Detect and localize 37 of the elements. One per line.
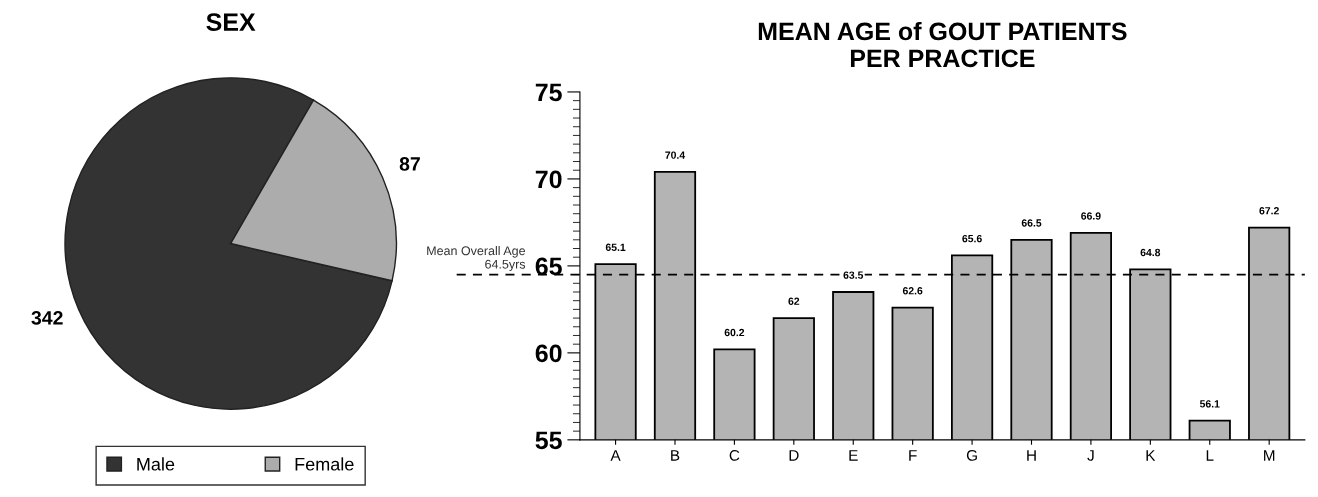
x-tick-label: J	[1087, 450, 1094, 461]
x-tick-label: F	[909, 450, 917, 461]
data-label: 63.5	[843, 271, 864, 279]
legend-label: Female	[295, 457, 354, 471]
data-label: 62.6	[902, 287, 923, 295]
x-tick-label: A	[610, 450, 621, 461]
x-tick-label: E	[849, 450, 858, 461]
y-tick-label: 55	[535, 431, 562, 450]
data-label: 67.2	[1259, 207, 1279, 215]
legend-label: Male	[137, 457, 175, 471]
data-label: 60.2	[724, 328, 745, 337]
data-label: 56.1	[1199, 400, 1220, 408]
data-label: 62	[788, 297, 800, 305]
data-label: 64.8	[1140, 248, 1161, 257]
x-tick-label: G	[966, 449, 977, 461]
data-label: 66.5	[1021, 219, 1042, 227]
pie-slice	[64, 77, 393, 410]
y-tick-label: 65	[535, 257, 562, 276]
chart-title: MEAN AGE of GOUT PATIENTS PER PRACTICE	[758, 21, 1127, 68]
x-tick-label: L	[1206, 450, 1214, 461]
y-tick-label: 70	[535, 170, 562, 189]
data-label: 70.4	[665, 151, 686, 159]
data-label: 87	[399, 157, 420, 171]
x-tick-label: D	[789, 450, 799, 461]
data-label: 66.9	[1081, 212, 1101, 220]
x-tick-label: H	[1027, 450, 1036, 461]
x-tick-label: K	[1146, 450, 1156, 461]
data-label: 65.1	[605, 243, 626, 251]
data-label: 342	[31, 310, 63, 325]
y-tick-label: 75	[535, 83, 562, 102]
chart-title: SEX	[206, 13, 256, 31]
y-tick-label: 60	[535, 344, 562, 363]
data-label: 65.6	[962, 234, 982, 243]
x-tick-label: B	[671, 450, 680, 461]
x-tick-label: M	[1264, 450, 1275, 461]
x-tick-label: C	[729, 449, 740, 461]
ref-line-label: Mean Overall Age 64.5yrs	[427, 246, 526, 272]
